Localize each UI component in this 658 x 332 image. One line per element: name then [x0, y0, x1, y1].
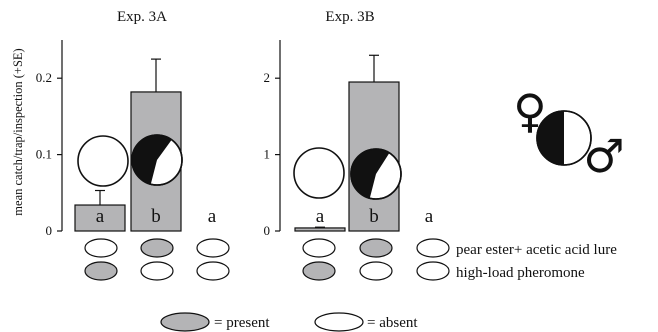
sex-icon-pie-wedge	[537, 111, 564, 165]
treatment-grid	[84, 238, 450, 281]
sex-ratio-pie-outline	[350, 148, 402, 200]
panel-b-marks: 0 1 2 a b a	[264, 40, 434, 238]
sex-ratio-pie-circle	[77, 135, 129, 187]
present-indicator	[140, 238, 174, 258]
significance-letter: a	[425, 206, 434, 227]
panel-a-marks: 0 0.1 0.2 a b a	[36, 40, 217, 238]
bar	[294, 227, 346, 232]
present-indicator	[84, 261, 118, 281]
panel-b-title: Exp. 3B	[325, 9, 374, 25]
absent-indicator	[359, 261, 393, 281]
panel-exp-3b: Exp. 3B 0 1 2 a b a	[264, 9, 434, 238]
legend-absent-swatch	[314, 312, 364, 332]
y-tick-label: 0.2	[36, 70, 52, 85]
significance-letter: a	[208, 206, 217, 227]
absent-indicator	[416, 238, 450, 258]
sex-ratio-pie	[131, 134, 183, 186]
present-indicator	[302, 261, 336, 281]
significance-letter: a	[316, 206, 325, 227]
panel-a-title: Exp. 3A	[117, 9, 167, 25]
significance-letter: b	[369, 206, 379, 227]
absent-indicator	[196, 238, 230, 258]
absent-indicator	[84, 238, 118, 258]
present-indicator	[359, 238, 393, 258]
significance-letter: b	[151, 206, 161, 227]
sex-ratio-pie	[77, 135, 129, 187]
absent-indicator	[140, 261, 174, 281]
y-tick-label: 1	[264, 147, 271, 162]
absent-indicator	[196, 261, 230, 281]
row-label-lure: pear ester+ acetic acid lure	[456, 242, 617, 258]
legend-present-label: = present	[214, 315, 270, 331]
legend-absent-label: = absent	[367, 315, 418, 331]
sex-ratio-pie	[350, 148, 402, 200]
y-axis-label: mean catch/trap/inspection (+SE)	[11, 48, 25, 215]
sex-pie-icon	[536, 110, 592, 166]
absent-indicator	[416, 261, 450, 281]
sex-ratio-pie-circle	[293, 147, 345, 199]
sex-symbols: ♀ ♂	[513, 84, 624, 183]
sex-ratio-pie-outline	[131, 134, 183, 186]
absent-indicator	[302, 238, 336, 258]
sex-icon-pie	[536, 110, 592, 166]
sex-ratio-pie	[293, 147, 345, 199]
panel-exp-3a: Exp. 3A mean catch/trap/inspection (+SE)…	[11, 9, 217, 238]
y-tick-label: 0.1	[36, 147, 52, 162]
sex-icon-pie-outline	[536, 110, 592, 166]
sex-ratio-pie-wedge	[351, 148, 390, 199]
bar	[74, 204, 126, 232]
row-label-pheromone: high-load pheromone	[456, 265, 585, 281]
y-tick-label: 2	[264, 70, 271, 85]
y-tick-label: 0	[46, 223, 53, 238]
legend: = present = absent	[160, 312, 418, 332]
sex-ratio-pie-wedge	[131, 134, 172, 185]
significance-letter: a	[96, 206, 105, 227]
legend-present-swatch	[160, 312, 210, 332]
y-tick-label: 0	[264, 223, 271, 238]
